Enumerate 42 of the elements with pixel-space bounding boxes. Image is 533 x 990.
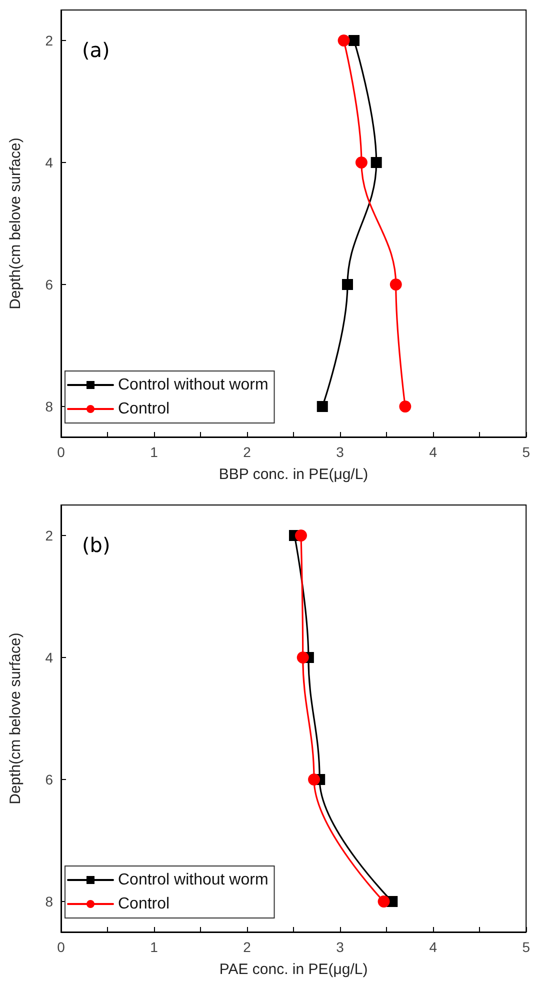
x-axis-title: PAE conc. in PE(μg/L) <box>219 961 368 978</box>
y-tick-label: 6 <box>45 772 54 788</box>
y-tick-label: 4 <box>45 154 54 170</box>
point <box>308 774 320 786</box>
x-tick-label: 5 <box>522 444 530 460</box>
point <box>316 401 328 412</box>
x-tick-label: 0 <box>57 444 66 460</box>
point <box>390 278 402 290</box>
x-tick-label: 4 <box>429 444 438 460</box>
x-tick-label: 2 <box>243 444 252 460</box>
x-tick-label: 1 <box>150 444 158 460</box>
legend-label: Control <box>118 400 170 418</box>
point <box>342 279 354 290</box>
annotation: (a) <box>82 38 110 62</box>
x-tick-label: 1 <box>150 939 158 955</box>
x-tick-label: 2 <box>243 939 252 955</box>
legend-label: Control without worm <box>118 376 268 394</box>
x-tick-label: 3 <box>336 444 344 460</box>
point <box>355 156 368 168</box>
point <box>348 35 360 46</box>
annotation: (b) <box>82 533 110 557</box>
point <box>296 652 309 664</box>
x-axis-title: BBP conc. in PE(μg/L) <box>218 466 368 483</box>
x-tick-label: 4 <box>429 939 438 955</box>
y-tick-label: 8 <box>45 398 54 414</box>
point <box>378 896 390 908</box>
x-tick-label: 3 <box>336 939 344 955</box>
legend-label: Control without worm <box>118 872 268 888</box>
y-axis-title: Depth(cm belove surface) <box>7 138 24 310</box>
point <box>295 530 307 542</box>
point <box>338 34 350 46</box>
y-axis-title: Depth(cm belove surface) <box>7 632 24 804</box>
y-tick-label: 6 <box>45 276 54 292</box>
point <box>399 400 412 412</box>
point <box>370 157 382 168</box>
y-tick-label: 4 <box>45 650 54 666</box>
legend-label: Control <box>118 896 170 912</box>
x-tick-label: 0 <box>57 939 66 955</box>
y-tick-label: 2 <box>45 528 54 544</box>
y-tick-label: 8 <box>45 894 54 910</box>
x-tick-label: 5 <box>522 939 530 955</box>
y-tick-label: 2 <box>45 32 54 48</box>
